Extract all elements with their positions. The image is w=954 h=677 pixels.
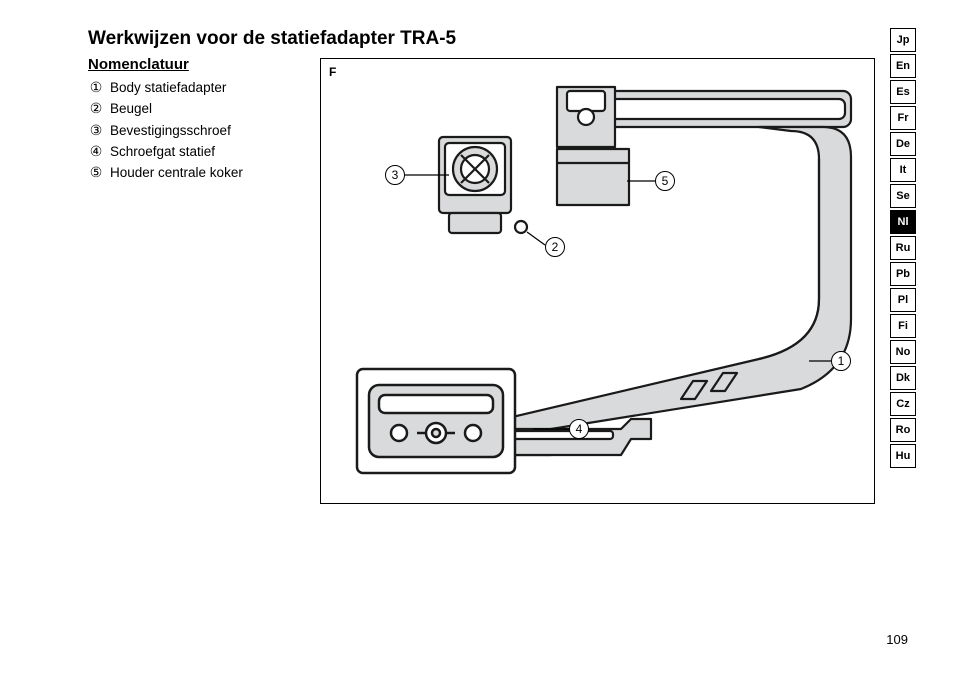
lang-tab-it[interactable]: It — [890, 158, 916, 182]
item-label: Houder centrale koker — [110, 163, 243, 183]
item-number: ⑤ — [88, 162, 104, 183]
item-label: Body statiefadapter — [110, 78, 226, 98]
lang-tab-de[interactable]: De — [890, 132, 916, 156]
lang-tab-cz[interactable]: Cz — [890, 392, 916, 416]
lang-tab-dk[interactable]: Dk — [890, 366, 916, 390]
callout-3: 3 — [385, 165, 405, 185]
lang-tab-en[interactable]: En — [890, 54, 916, 78]
lang-tab-fi[interactable]: Fi — [890, 314, 916, 338]
diagram-svg — [321, 59, 876, 505]
lang-tab-pl[interactable]: Pl — [890, 288, 916, 312]
lang-tab-ro[interactable]: Ro — [890, 418, 916, 442]
item-label: Bevestigingsschroef — [110, 121, 231, 141]
page-content: Werkwijzen voor de statiefadapter TRA-5 … — [88, 28, 886, 648]
lang-tab-no[interactable]: No — [890, 340, 916, 364]
lang-tab-es[interactable]: Es — [890, 80, 916, 104]
page-number: 109 — [886, 632, 908, 647]
lang-tab-fr[interactable]: Fr — [890, 106, 916, 130]
callout-2: 2 — [545, 237, 565, 257]
callout-1: 1 — [831, 351, 851, 371]
lang-tab-hu[interactable]: Hu — [890, 444, 916, 468]
item-label: Schroefgat statief — [110, 142, 215, 162]
figure-box: F — [320, 58, 875, 504]
lang-tab-nl[interactable]: Nl — [890, 210, 916, 234]
item-number: ④ — [88, 141, 104, 162]
lang-tab-pb[interactable]: Pb — [890, 262, 916, 286]
lang-tab-se[interactable]: Se — [890, 184, 916, 208]
item-number: ③ — [88, 120, 104, 141]
lang-tab-jp[interactable]: Jp — [890, 28, 916, 52]
item-number: ① — [88, 77, 104, 98]
callout-5: 5 — [655, 171, 675, 191]
lang-tab-ru[interactable]: Ru — [890, 236, 916, 260]
page-title: Werkwijzen voor de statiefadapter TRA-5 — [88, 28, 886, 50]
language-sidebar: Jp En Es Fr De It Se Nl Ru Pb Pl Fi No D… — [890, 28, 916, 468]
item-label: Beugel — [110, 99, 152, 119]
callout-4: 4 — [569, 419, 589, 439]
item-number: ② — [88, 98, 104, 119]
